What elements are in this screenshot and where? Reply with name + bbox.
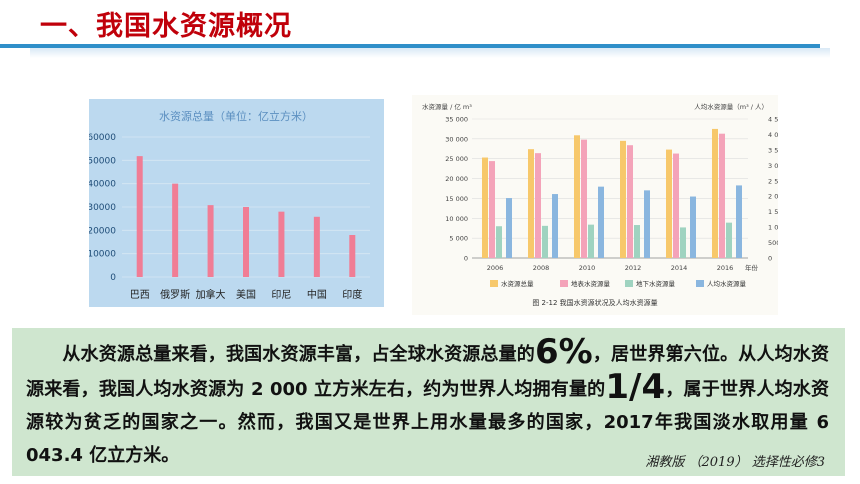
bar-人均水资源量-2010 [598, 186, 604, 258]
legend-label: 人均水资源量 [707, 279, 747, 288]
legend-swatch [490, 280, 498, 287]
y-tick-label: 10000 [89, 250, 116, 260]
legend-swatch [625, 280, 633, 287]
y-tick-label: 30000 [89, 203, 116, 213]
bar-印度 [349, 235, 356, 277]
bar-水资源总量-2008 [528, 149, 534, 258]
right-y-tick-label: 2 500 [768, 177, 778, 185]
bar-地表水资源量-2010 [581, 139, 587, 258]
legend-swatch [560, 280, 568, 287]
chart-title: 水资源总量（单位：亿立方米） [159, 109, 313, 123]
legend-swatch [696, 280, 704, 287]
bar-人均水资源量-2016 [736, 185, 742, 258]
right-y-tick-label: 1 500 [768, 208, 778, 216]
x-tick-label: 俄罗斯 [160, 288, 190, 301]
summary-text-1: 从水资源总量来看，我国水资源丰富，占全球水资源总量的 [62, 344, 535, 365]
per-capita-ratio-value: 1/4 [605, 367, 666, 407]
water-total-chart: 水资源总量（单位：亿立方米） 0 10000 20000 30000 40000 5000… [89, 99, 384, 307]
x-tick-label: 印尼 [271, 289, 291, 301]
right-y-tick-label: 4 000 [768, 131, 778, 139]
left-y-tick-label: 35 000 [445, 116, 468, 124]
left-y-tick-label: 30 000 [445, 135, 468, 143]
bar-地下水资源量-2016 [726, 222, 732, 258]
bar-水资源总量-2014 [666, 149, 672, 258]
left-y-tick-label: 0 [464, 255, 468, 263]
legend-label: 水资源总量 [501, 279, 534, 288]
bar-加拿大 [207, 205, 214, 277]
bar-地下水资源量-2008 [542, 225, 548, 258]
x-tick-label: 印度 [342, 288, 362, 301]
summary-paragraph: 从水资源总量来看，我国水资源丰富，占全球水资源总量的6%，居世界第六位。从人均水… [26, 335, 830, 472]
bar-中国 [313, 216, 320, 277]
left-y-tick-label: 5 000 [449, 235, 468, 243]
legend-label: 地下水资源量 [636, 279, 676, 288]
y-tick-label: 60000 [89, 133, 116, 143]
left-y-tick-label: 20 000 [445, 175, 468, 183]
textbook-credit: 湘教版 （2019） 选择性必修3 [645, 455, 825, 470]
summary-text-2: ，居世界第六位。从人均水资源来看，我国人均水资源为 2 000 立方米左右，约为… [26, 344, 830, 400]
summary-text-3: ，属于世界人均水资源较为贫乏的国家之一。然而，我国又是世界上用水量最多的国家，2… [26, 379, 829, 466]
left-y-tick-label: 25 000 [445, 155, 468, 163]
right-y-tick-label: 0 [768, 255, 772, 263]
slide-title: 一、我国水资源概况 [40, 11, 292, 42]
bar-地下水资源量-2010 [588, 224, 594, 258]
x-tick-label: 2006 [487, 264, 504, 272]
bar-美国 [243, 207, 249, 277]
left-y-tick-label: 15 000 [445, 195, 468, 203]
y-tick-label: 20000 [89, 226, 116, 236]
x-tick-label: 2012 [625, 264, 642, 272]
figure-caption: 图 2-12 我国水资源状况及人均水资源量 [532, 298, 657, 307]
x-tick-label: 2010 [579, 264, 596, 272]
left-y-tick-label: 10 000 [445, 215, 468, 223]
y-tick-label: 50000 [89, 156, 116, 166]
right-y-tick-label: 1 000 [768, 224, 778, 232]
x-tick-label: 2016 [717, 264, 734, 272]
global-share-value: 6% [534, 332, 593, 372]
bar-人均水资源量-2014 [690, 196, 696, 258]
right-y-tick-label: 3 500 [768, 146, 778, 154]
bar-地表水资源量-2008 [535, 153, 541, 258]
right-axis-label: 人均水资源量（m³ / 人） [694, 102, 768, 111]
bar-人均水资源量-2012 [644, 190, 650, 258]
right-y-tick-label: 2 000 [768, 193, 778, 201]
bar-巴西 [136, 156, 143, 277]
x-tick-label: 2014 [671, 264, 688, 272]
bar-水资源总量-2006 [482, 157, 488, 258]
right-y-tick-label: 3 000 [768, 162, 778, 170]
bar-人均水资源量-2008 [552, 194, 558, 258]
water-status-chart: 水资源量 / 亿 m³ 人均水资源量（m³ / 人） 0 5 000 10 000 1… [412, 95, 778, 315]
right-y-tick-label: 500 [768, 239, 778, 247]
x-axis-suffix: 年份 [745, 263, 759, 272]
right-y-tick-label: 4 500 [768, 116, 778, 124]
bar-地下水资源量-2012 [634, 225, 640, 258]
bar-人均水资源量-2006 [506, 198, 512, 258]
bar-水资源总量-2010 [574, 135, 580, 258]
left-axis-label: 水资源量 / 亿 m³ [422, 102, 472, 111]
bar-地下水资源量-2006 [496, 226, 502, 258]
bar-俄罗斯 [172, 183, 179, 277]
chart-background [89, 99, 384, 307]
bar-地表水资源量-2012 [627, 145, 633, 258]
x-tick-label: 2008 [533, 264, 550, 272]
bar-地下水资源量-2014 [680, 227, 686, 258]
x-tick-label: 巴西 [130, 289, 150, 301]
x-tick-label: 美国 [236, 288, 256, 301]
y-tick-label: 40000 [89, 180, 116, 190]
legend-label: 地表水资源量 [571, 279, 611, 288]
title-underline [0, 44, 820, 48]
title-shadow [30, 48, 830, 58]
bar-印尼 [278, 211, 285, 277]
bar-地表水资源量-2014 [673, 153, 679, 258]
bar-地表水资源量-2006 [489, 161, 495, 258]
x-tick-label: 加拿大 [196, 288, 226, 301]
x-tick-label: 中国 [307, 288, 327, 301]
bar-水资源总量-2016 [712, 128, 718, 258]
summary-textbox: 从水资源总量来看，我国水资源丰富，占全球水资源总量的6%，居世界第六位。从人均水… [12, 328, 845, 476]
bar-地表水资源量-2016 [719, 133, 725, 258]
bar-水资源总量-2012 [620, 140, 626, 258]
y-tick-label: 0 [110, 273, 116, 283]
